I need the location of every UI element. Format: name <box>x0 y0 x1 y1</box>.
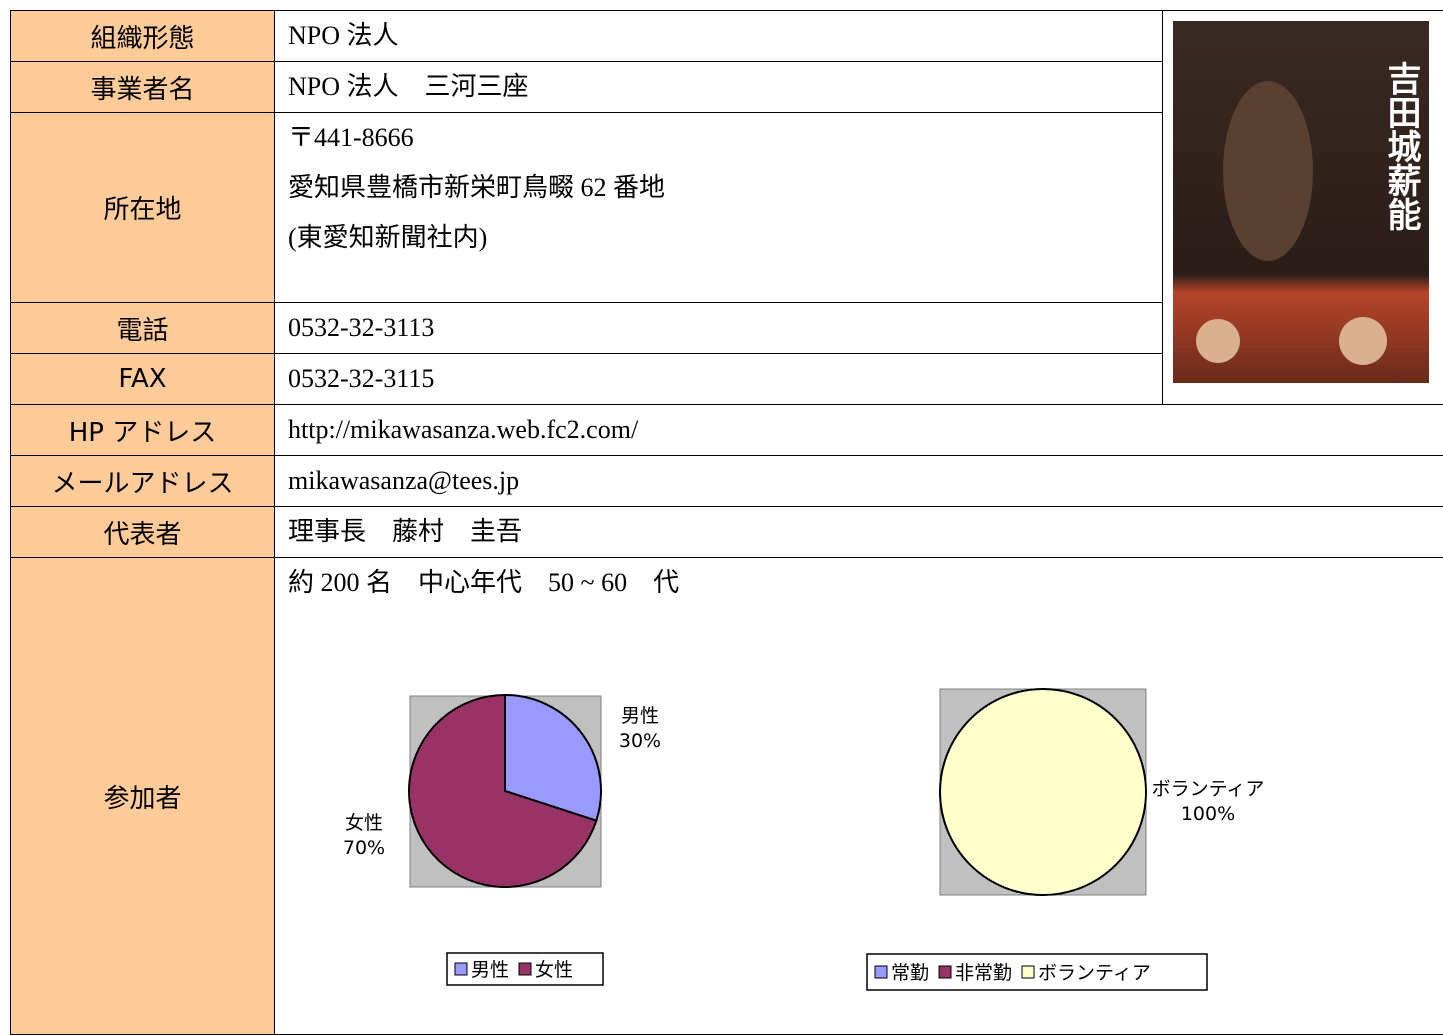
poster: 吉田城薪能 <box>1173 21 1429 383</box>
figure <box>1223 81 1313 261</box>
table-row: メールアドレス mikawasanza@tees.jp <box>11 456 1443 507</box>
row-value: 0532-32-3115 <box>275 354 1163 405</box>
row-label: メールアドレス <box>11 456 275 507</box>
value-line: http://mikawasanza.web.fc2.com/ <box>288 405 1443 455</box>
row-value: NPO 法人 <box>275 11 1163 62</box>
row-value: 理事長 藤村 圭吾 <box>275 507 1443 558</box>
poster-cell: 吉田城薪能 <box>1163 11 1443 405</box>
poster-title: 吉田城薪能 <box>1381 61 1421 231</box>
table-row: HP アドレス http://mikawasanza.web.fc2.com/ <box>11 405 1443 456</box>
value-line: 約 200 名 中心年代 50 ~ 60 代 <box>288 558 1443 608</box>
row-label: HP アドレス <box>11 405 275 456</box>
value-line: mikawasanza@tees.jp <box>288 456 1443 506</box>
row-label: 組織形態 <box>11 11 275 62</box>
value-line: 〒441-8666 <box>288 113 1162 163</box>
row-value: mikawasanza@tees.jp <box>275 456 1443 507</box>
row-label: 所在地 <box>11 113 275 303</box>
info-table: 組織形態 NPO 法人吉田城薪能 事業者名 NPO 法人 三河三座所在地〒441-86… <box>10 10 1443 1035</box>
row-label: FAX <box>11 354 275 405</box>
row-value: NPO 法人 三河三座 <box>275 62 1163 113</box>
table-row: 代表者理事長 藤村 圭吾 <box>11 507 1443 558</box>
value-line: 理事長 藤村 圭吾 <box>288 507 1443 557</box>
value-line: 0532-32-3113 <box>288 303 1162 353</box>
row-label: 代表者 <box>11 507 275 558</box>
value-line: 愛知県豊橋市新栄町鳥畷 62 番地 <box>288 163 1162 213</box>
row-value: 0532-32-3113 <box>275 303 1163 354</box>
face <box>1339 317 1387 365</box>
table-row: 参加者約 200 名 中心年代 50 ~ 60 代 <box>11 558 1443 1035</box>
row-value: 約 200 名 中心年代 50 ~ 60 代 <box>275 558 1443 1035</box>
face <box>1196 319 1240 363</box>
row-label: 参加者 <box>11 558 275 1035</box>
row-label: 電話 <box>11 303 275 354</box>
value-line: NPO 法人 三河三座 <box>288 62 1162 112</box>
value-line: 0532-32-3115 <box>288 354 1162 404</box>
row-value: http://mikawasanza.web.fc2.com/ <box>275 405 1443 456</box>
value-line: NPO 法人 <box>288 11 1162 61</box>
value-line: (東愛知新聞社内) <box>288 213 1162 263</box>
row-label: 事業者名 <box>11 62 275 113</box>
